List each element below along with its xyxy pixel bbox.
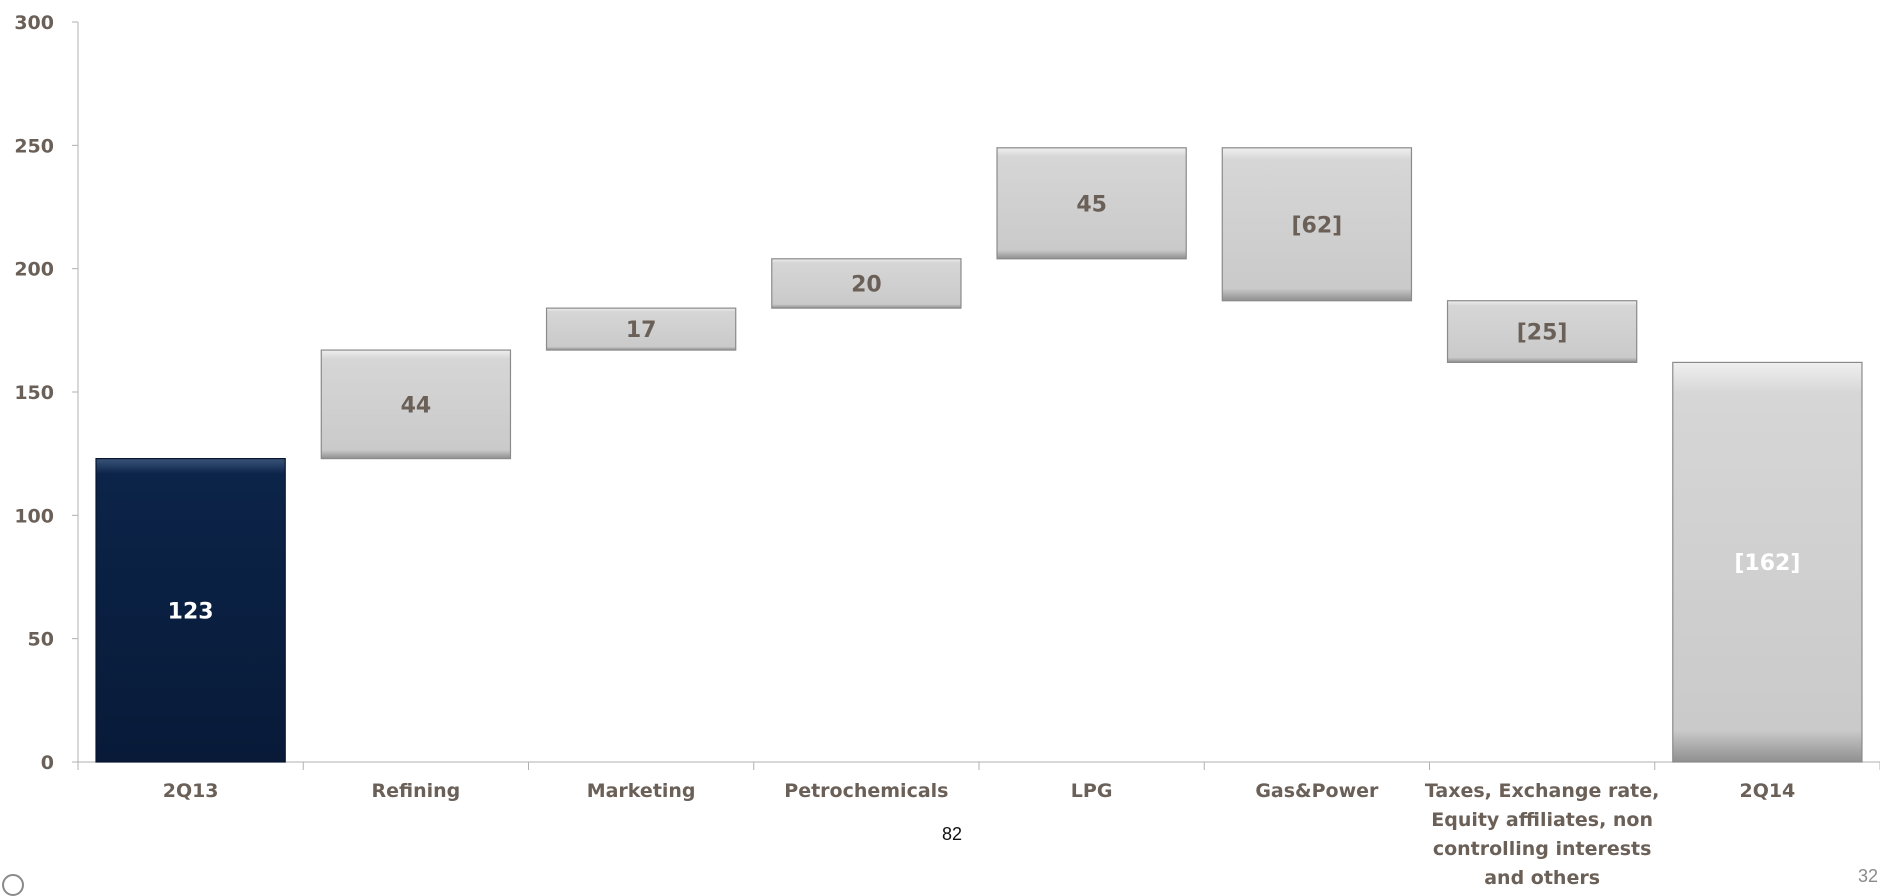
data-label: [62] — [1292, 213, 1343, 238]
corner-circle-icon — [2, 874, 24, 896]
bar-2q14 — [1672, 361, 1863, 763]
axes: 0 50 100 150 200 250 300 — [14, 12, 1880, 774]
category-labels: 2Q13 Refining Marketing Petrochemicals LPG Ga… — [163, 780, 1796, 885]
footnote: 82 — [941, 824, 963, 844]
category-label: 2Q13 — [163, 780, 219, 802]
y-tick-label: 100 — [14, 505, 54, 527]
bar-marketing — [545, 307, 737, 351]
bars — [95, 147, 1863, 763]
data-label: [25] — [1517, 321, 1568, 346]
bar-petrochemicals — [771, 258, 962, 309]
category-label: Gas&Power — [1255, 780, 1379, 802]
category-label: Marketing — [587, 780, 696, 802]
bar-lpg — [996, 147, 1187, 260]
y-tick-label: 250 — [14, 135, 54, 157]
category-label: Petrochemicals — [784, 780, 948, 802]
bar-refining — [320, 349, 512, 460]
bar-2q13 — [95, 458, 286, 763]
y-tick-label: 150 — [14, 382, 54, 404]
data-label: 17 — [626, 318, 657, 343]
data-label: 45 — [1076, 192, 1107, 217]
data-label: 123 — [168, 599, 214, 624]
data-label: 44 — [401, 393, 432, 418]
category-label: Refining — [371, 780, 460, 802]
data-labels: 123 44 17 20 45 [62] [25] [162] — [168, 192, 1801, 624]
data-label: 20 — [851, 272, 882, 297]
y-tick-label: 0 — [41, 752, 54, 774]
bar-taxes — [1446, 300, 1638, 364]
data-label: [162] — [1734, 551, 1800, 576]
page-number: 32 — [1857, 866, 1878, 886]
y-tick-label: 50 — [28, 629, 54, 651]
bar-gas-power — [1221, 147, 1413, 302]
category-label: 2Q14 — [1739, 780, 1795, 802]
y-tick-label: 200 — [14, 259, 54, 281]
category-label: Equity affiliates, non — [1431, 809, 1653, 831]
category-label: Taxes, Exchange rate, — [1425, 780, 1659, 802]
category-label: LPG — [1071, 780, 1113, 802]
category-label: controlling interests — [1433, 838, 1652, 860]
category-label: and others — [1484, 867, 1600, 885]
y-tick-label: 300 — [14, 12, 54, 34]
